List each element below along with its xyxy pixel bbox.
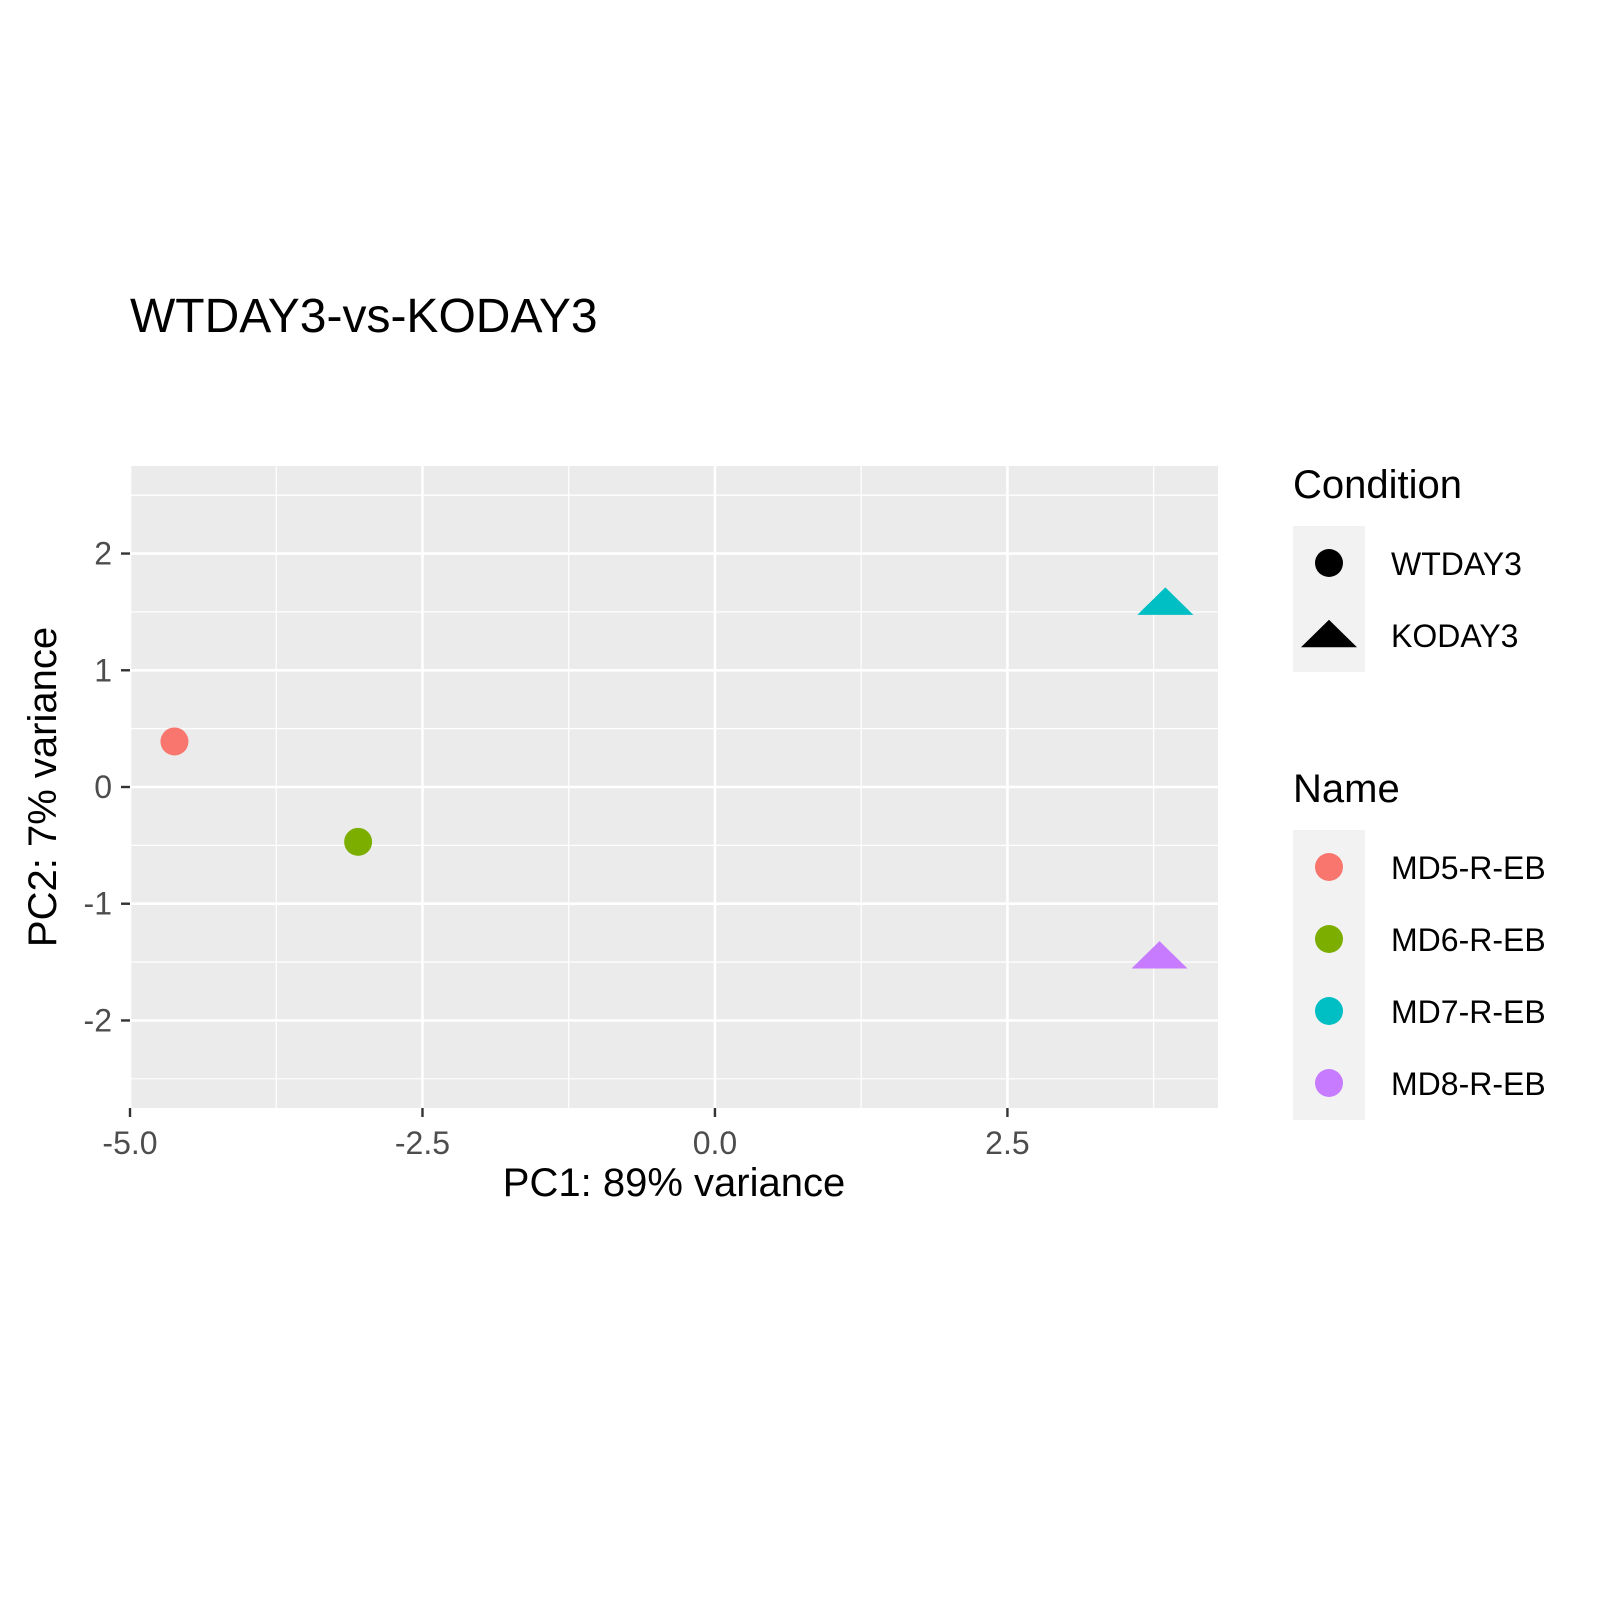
legend-color-swatch [1315,1069,1343,1097]
legend-name-label: MD5-R-EB [1391,850,1546,886]
legend-triangle-icon [1301,619,1357,648]
legend-condition-label: WTDAY3 [1391,546,1522,582]
x-tick-label: 2.5 [985,1125,1029,1161]
legend-circle-icon [1315,549,1343,577]
data-point [160,727,189,756]
legend-color-swatch [1315,853,1343,881]
y-tick-label: 0 [94,769,112,805]
legend-condition-title: Condition [1293,463,1462,507]
legend-name-title: Name [1293,767,1400,811]
y-axis-title: PC2: 7% variance [21,627,65,947]
legend-name-label: MD6-R-EB [1391,922,1546,958]
y-tick-label: -2 [84,1002,112,1038]
legend-name-label: MD8-R-EB [1391,1066,1546,1102]
x-tick-label: -5.0 [102,1125,157,1161]
axes: -5.0 -2.5 0.0 2.5 -2 -1 0 1 2 [84,536,1030,1161]
legend-color-swatch [1315,925,1343,953]
x-tick-label: 0.0 [693,1125,737,1161]
y-tick-label: 1 [94,652,112,688]
data-point [1137,587,1194,615]
legend-condition-label: KODAY3 [1391,618,1518,654]
y-tick-label: -1 [84,886,112,922]
data-point [344,827,373,856]
legend: Condition Name WTDAY3 KODAY3 MD5-R-EB MD6-R… [1293,463,1546,1120]
legend-color-swatch [1315,997,1343,1025]
x-tick-label: -2.5 [395,1125,450,1161]
plot-panel [128,466,1218,1108]
x-axis-title: PC1: 89% variance [503,1161,845,1205]
legend-name-label: MD7-R-EB [1391,994,1546,1030]
data-points [160,587,1194,969]
legend-key-background [1293,526,1365,672]
chart-title: WTDAY3-vs-KODAY3 [130,290,598,343]
data-point [1131,941,1188,969]
y-tick-label: 2 [94,536,112,572]
